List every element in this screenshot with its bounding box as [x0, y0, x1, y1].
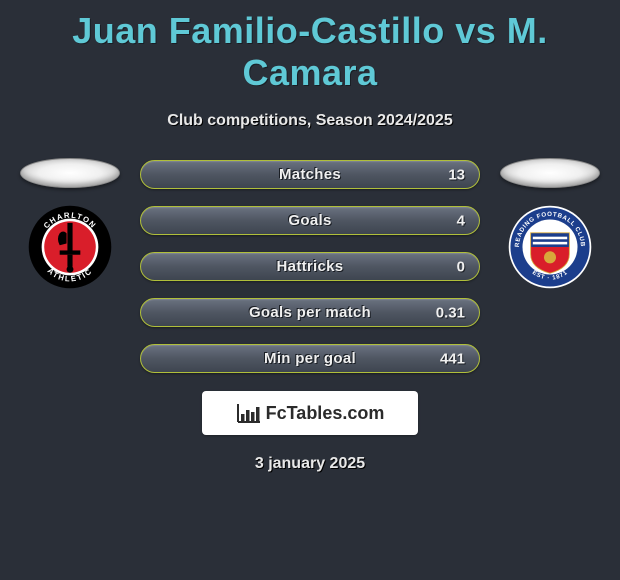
stat-row-hattricks: Hattricks 0	[140, 252, 480, 281]
brand-text: FcTables.com	[266, 403, 385, 424]
subtitle: Club competitions, Season 2024/2025	[0, 112, 620, 130]
stat-label: Matches	[279, 166, 341, 183]
right-column: READING FOOTBALL CLUB EST · 1871	[500, 158, 600, 290]
footer: FcTables.com 3 january 2025	[0, 391, 620, 473]
stats-column: Matches 13 Goals 4 Hattricks 0 Goals per…	[140, 158, 480, 373]
right-club-badge: READING FOOTBALL CLUB EST · 1871	[507, 204, 593, 290]
reading-badge-icon: READING FOOTBALL CLUB EST · 1871	[507, 204, 593, 290]
stat-label: Hattricks	[277, 258, 344, 275]
stat-row-goals: Goals 4	[140, 206, 480, 235]
page-title: Juan Familio-Castillo vs M. Camara	[0, 0, 620, 94]
stat-value-right: 0.31	[436, 304, 465, 321]
brand-box: FcTables.com	[202, 391, 418, 435]
charlton-badge-icon: CHARLTON ATHLETIC	[27, 204, 113, 290]
stat-row-goals-per-match: Goals per match 0.31	[140, 298, 480, 327]
stat-row-matches: Matches 13	[140, 160, 480, 189]
left-club-badge: CHARLTON ATHLETIC	[27, 204, 113, 290]
stat-label: Goals per match	[249, 304, 371, 321]
stat-value-right: 13	[448, 166, 465, 183]
stat-row-min-per-goal: Min per goal 441	[140, 344, 480, 373]
right-name-plate	[500, 158, 600, 188]
stat-value-right: 4	[457, 212, 465, 229]
date-text: 3 january 2025	[255, 455, 365, 473]
bar-chart-icon	[236, 402, 262, 424]
left-name-plate	[20, 158, 120, 188]
content-row: CHARLTON ATHLETIC Matches 13 Goals 4 Hat…	[0, 158, 620, 373]
stat-label: Goals	[288, 212, 331, 229]
stat-value-right: 0	[457, 258, 465, 275]
stat-label: Min per goal	[264, 350, 356, 367]
left-column: CHARLTON ATHLETIC	[20, 158, 120, 290]
stat-value-right: 441	[440, 350, 465, 367]
